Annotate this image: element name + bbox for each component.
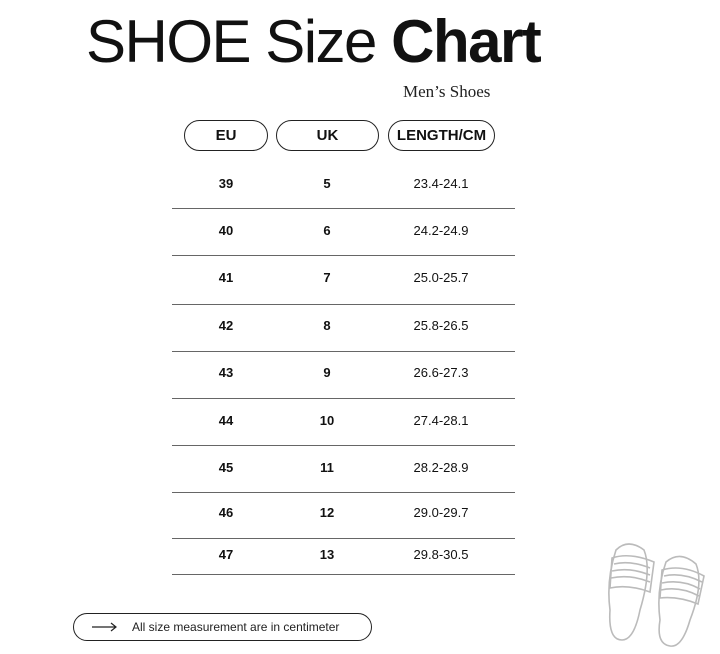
eu-size: 40: [218, 223, 234, 238]
row-divider: [172, 492, 515, 493]
header-length: LENGTH/CM: [388, 120, 495, 151]
uk-size: 13: [319, 547, 335, 562]
row-divider: [172, 398, 515, 399]
length-cm: 29.0-29.7: [413, 505, 469, 520]
table-row: 40 6 24.2-24.9: [172, 223, 515, 239]
arrow-right-icon: [92, 622, 117, 632]
title-light: SHOE Size: [86, 8, 377, 75]
table-row: 46 12 29.0-29.7: [172, 505, 515, 521]
uk-size: 7: [323, 270, 331, 285]
eu-size: 46: [218, 505, 234, 520]
note-text: All size measurement are in centimeter: [132, 620, 340, 634]
uk-size: 6: [323, 223, 331, 238]
eu-size: 43: [218, 365, 234, 380]
eu-size: 42: [218, 318, 234, 333]
table-row: 45 11 28.2-28.9: [172, 460, 515, 476]
table-row: 44 10 27.4-28.1: [172, 413, 515, 429]
length-cm: 28.2-28.9: [413, 460, 469, 475]
header-eu: EU: [184, 120, 268, 151]
subtitle: Men’s Shoes: [403, 82, 491, 101]
length-cm: 29.8-30.5: [413, 547, 469, 562]
row-divider: [172, 574, 515, 575]
uk-size: 11: [320, 460, 334, 475]
length-cm: 24.2-24.9: [413, 223, 469, 238]
length-cm: 25.0-25.7: [413, 270, 469, 285]
table-row: 43 9 26.6-27.3: [172, 365, 515, 381]
length-cm: 25.8-26.5: [413, 318, 469, 333]
header-uk: UK: [276, 120, 379, 151]
eu-size: 41: [218, 270, 234, 285]
length-cm: 26.6-27.3: [413, 365, 469, 380]
title-bold: Chart: [391, 8, 542, 75]
table-row: 47 13 29.8-30.5: [172, 547, 515, 563]
measurement-note: All size measurement are in centimeter: [73, 613, 372, 641]
uk-size: 5: [323, 176, 331, 191]
row-divider: [172, 255, 515, 256]
eu-size: 45: [218, 460, 234, 475]
table-row: 39 5 23.4-24.1: [172, 176, 515, 192]
length-cm: 23.4-24.1: [413, 176, 469, 191]
row-divider: [172, 445, 515, 446]
row-divider: [172, 304, 515, 305]
table-row: 42 8 25.8-26.5: [172, 318, 515, 334]
uk-size: 12: [319, 505, 335, 520]
eu-size: 47: [218, 547, 234, 562]
row-divider: [172, 538, 515, 539]
row-divider: [172, 351, 515, 352]
table-row: 41 7 25.0-25.7: [172, 270, 515, 286]
eu-size: 39: [218, 176, 234, 191]
row-divider: [172, 208, 515, 209]
length-cm: 27.4-28.1: [413, 413, 469, 428]
uk-size: 10: [319, 413, 335, 428]
uk-size: 9: [323, 365, 331, 380]
eu-size: 44: [218, 413, 234, 428]
slippers-icon: [608, 543, 705, 647]
page-title: SHOE Size Chart: [86, 6, 542, 78]
uk-size: 8: [323, 318, 331, 333]
